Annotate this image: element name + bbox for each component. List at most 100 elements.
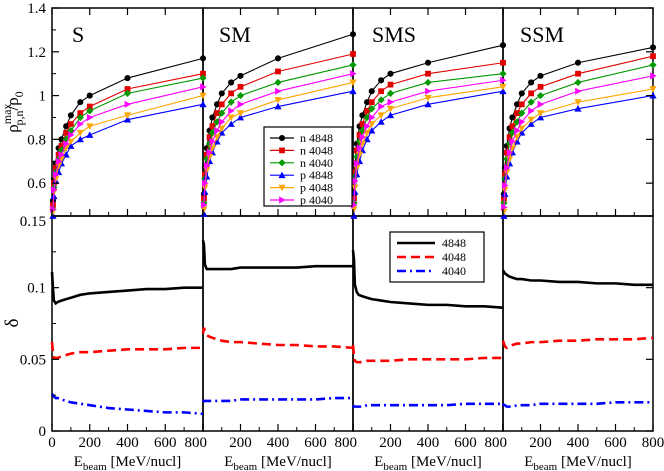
y-tick-label-top: 1.2	[27, 45, 46, 61]
data-point-n-4048-sms	[425, 70, 431, 77]
data-point-p-4848-ssm	[527, 120, 535, 127]
data-point-n-4048-sm	[350, 51, 356, 57]
data-point-n-4848-sm	[209, 114, 216, 121]
data-point-p-4848-sms	[386, 111, 395, 119]
data-point-n-4040-s	[76, 113, 84, 122]
data-point-n-4848-sm	[214, 101, 221, 108]
y-title-main: ρ	[3, 124, 22, 132]
data-point-p-4048-ssm	[536, 110, 545, 117]
legend-label-n-4848: n 4848	[300, 131, 333, 145]
data-point-p-4040-ssm	[518, 118, 526, 126]
data-point-p-4848-s	[67, 142, 75, 149]
data-point-p-4040-sm	[218, 118, 226, 126]
panel-frame-bottom-ssm	[502, 215, 654, 432]
data-point-n-4848-ssm	[509, 114, 516, 121]
series-line-n-4848-ssm	[503, 46, 654, 195]
data-point-p-4040-sm	[350, 70, 357, 78]
x-tick-label: 800	[185, 435, 208, 451]
data-point-p-4048-ssm	[505, 156, 514, 163]
legend-marker-n-4848	[278, 134, 286, 142]
data-point-p-4040-sms	[500, 76, 507, 84]
data-point-n-4048-sms	[378, 88, 384, 95]
data-point-p-4040-sms	[368, 113, 376, 122]
data-point-n-4048-ssm	[650, 53, 656, 60]
panel-frame-bottom-s	[51, 215, 204, 432]
data-point-p-4040-ssm	[537, 100, 545, 108]
data-point-n-4040-sms	[499, 70, 507, 78]
data-point-p-4040-sms	[359, 133, 366, 141]
x-axis-title-main: E	[524, 454, 533, 470]
data-point-p-4848-ssm	[536, 113, 545, 121]
legend-label-4848: 4848	[442, 236, 466, 250]
data-point-p-4040-sms	[352, 177, 359, 185]
data-point-n-4848-sms	[364, 99, 371, 106]
data-point-n-4040-sm	[349, 61, 357, 69]
data-point-n-4040-sm	[274, 78, 282, 87]
data-point-n-4848-sm	[274, 55, 282, 62]
data-point-p-4848-sms	[363, 135, 371, 143]
data-point-p-4848-sms	[377, 118, 385, 125]
legend-label-p-4848: p 4848	[300, 168, 333, 182]
data-point-n-4040-ssm	[574, 78, 582, 87]
y-title-sub: p,n	[12, 111, 26, 126]
legend-label-4040: 4040	[442, 264, 466, 278]
data-point-n-4048-sm	[275, 68, 281, 75]
data-point-p-4848-s	[199, 100, 207, 108]
x-tick-label: 200	[79, 435, 102, 451]
data-point-p-4048-ssm	[500, 208, 508, 216]
data-point-n-4048-ssm	[537, 83, 544, 90]
panel-title-sm: SM	[219, 22, 251, 47]
y-tick-label-top: 0.6	[27, 176, 46, 192]
data-point-p-4040-sm	[237, 100, 245, 108]
data-point-n-4048-s	[68, 121, 74, 127]
x-axis-title-rest: [MeV/nucl]	[557, 454, 632, 470]
data-point-n-4848-s	[199, 55, 207, 62]
data-point-p-4040-sms	[356, 144, 364, 152]
x-tick-label: 600	[304, 435, 327, 451]
x-axis-title-sub: beam	[383, 461, 407, 471]
delta-curve-4848-s	[50, 271, 203, 306]
data-point-n-4048-ssm	[514, 110, 520, 116]
data-point-n-4048-ssm	[528, 90, 534, 97]
data-point-n-4848-ssm	[514, 101, 521, 108]
y-tick-label-top: 1	[39, 89, 47, 105]
x-tick-label: 200	[229, 435, 252, 451]
delta-curve-4040-ssm	[501, 401, 653, 408]
data-point-p-4848-s	[86, 131, 94, 138]
x-axis-title-main: E	[224, 454, 233, 470]
legend-label-n-4048: n 4048	[300, 143, 333, 157]
data-point-p-4040-sm	[275, 87, 282, 95]
x-tick-label: 400	[567, 435, 590, 451]
data-point-n-4848-sms	[387, 70, 394, 77]
data-point-n-4848-sm	[228, 79, 235, 86]
data-point-n-4048-ssm	[518, 101, 525, 108]
data-point-p-4048-sms	[355, 151, 364, 159]
data-point-n-4848-ssm	[574, 59, 582, 66]
data-point-n-4848-sms	[359, 112, 366, 119]
data-point-n-4040-sms	[377, 96, 385, 104]
data-point-n-4848-s	[67, 112, 74, 119]
data-point-p-4048-sms	[386, 105, 395, 113]
x-axis-title-sub: beam	[233, 461, 257, 471]
x-tick-label: 200	[379, 435, 402, 451]
data-point-p-4048-sm	[200, 206, 208, 214]
data-point-n-4048-sm	[218, 101, 225, 108]
data-point-p-4040-sm	[228, 107, 235, 115]
y-tick-label-bottom: 0.15	[20, 214, 46, 230]
x-tick-label: 400	[267, 435, 290, 451]
legend-label-4048: 4048	[442, 250, 466, 264]
data-point-n-4848-s	[86, 92, 93, 99]
data-point-p-4848-sm	[213, 137, 221, 145]
data-point-p-4048-s	[199, 92, 207, 100]
data-layer	[49, 31, 657, 416]
x-tick-label: 800	[335, 435, 358, 451]
data-point-p-4040-s	[124, 100, 132, 108]
data-point-n-4048-s	[77, 110, 84, 116]
panel-title-ssm: SSM	[520, 22, 564, 47]
series-line-n-4040-ssm	[503, 64, 654, 203]
data-point-n-4848-sms	[499, 42, 507, 49]
delta-curve-4040-s	[50, 393, 204, 416]
data-point-p-4040-ssm	[509, 137, 516, 146]
data-point-n-4040-ssm	[527, 98, 535, 106]
